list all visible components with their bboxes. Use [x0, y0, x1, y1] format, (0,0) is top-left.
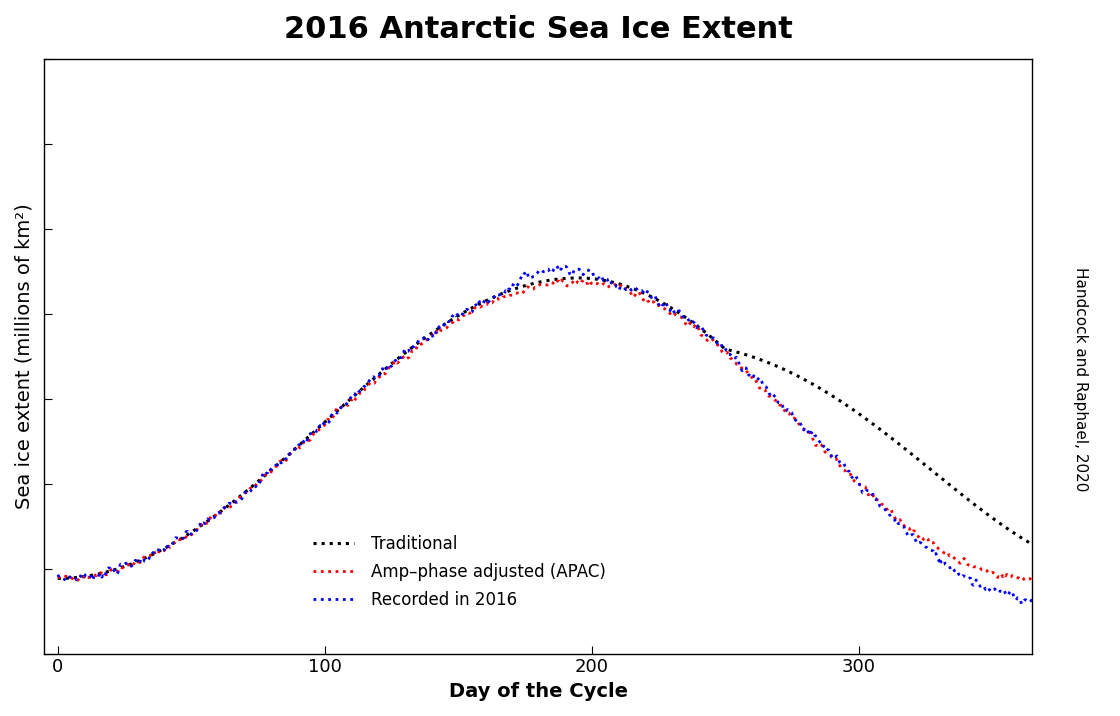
Text: Handcock and Raphael, 2020: Handcock and Raphael, 2020: [1073, 267, 1089, 492]
Traditional: [898, 445, 912, 453]
Title: 2016 Antarctic Sea Ice Extent: 2016 Antarctic Sea Ice Extent: [283, 15, 793, 44]
Traditional: [850, 408, 864, 417]
Line: Amp–phase adjusted (APAC): Amp–phase adjusted (APAC): [58, 279, 1033, 581]
Traditional: [220, 503, 233, 512]
X-axis label: Day of the Cycle: Day of the Cycle: [449, 682, 628, 701]
Traditional: [52, 574, 65, 583]
Recorded in 2016: [52, 571, 65, 579]
Amp–phase adjusted (APAC): [550, 275, 563, 284]
Amp–phase adjusted (APAC): [69, 577, 83, 586]
Amp–phase adjusted (APAC): [899, 523, 913, 532]
Line: Recorded in 2016: Recorded in 2016: [58, 266, 1033, 604]
Legend: Traditional, Amp–phase adjusted (APAC), Recorded in 2016: Traditional, Amp–phase adjusted (APAC), …: [306, 528, 613, 616]
Recorded in 2016: [1026, 599, 1039, 608]
Recorded in 2016: [898, 526, 912, 535]
Traditional: [571, 274, 585, 282]
Recorded in 2016: [220, 501, 233, 510]
Recorded in 2016: [850, 474, 864, 483]
Traditional: [787, 370, 801, 379]
Amp–phase adjusted (APAC): [851, 478, 865, 487]
Y-axis label: Sea ice extent (millions of km²): Sea ice extent (millions of km²): [15, 203, 34, 509]
Line: Traditional: Traditional: [58, 278, 1033, 579]
Recorded in 2016: [550, 261, 563, 270]
Recorded in 2016: [467, 304, 480, 312]
Amp–phase adjusted (APAC): [788, 415, 802, 424]
Amp–phase adjusted (APAC): [448, 316, 461, 324]
Amp–phase adjusted (APAC): [52, 574, 65, 582]
Recorded in 2016: [1015, 600, 1028, 609]
Traditional: [447, 314, 460, 323]
Recorded in 2016: [447, 311, 460, 319]
Amp–phase adjusted (APAC): [1026, 576, 1039, 584]
Recorded in 2016: [787, 412, 801, 421]
Traditional: [1026, 540, 1039, 548]
Traditional: [467, 303, 480, 311]
Amp–phase adjusted (APAC): [221, 504, 234, 513]
Amp–phase adjusted (APAC): [468, 304, 482, 312]
